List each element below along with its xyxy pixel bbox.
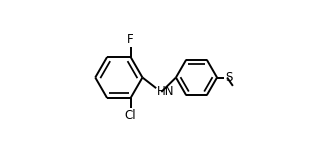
Text: Cl: Cl — [125, 109, 137, 122]
Text: F: F — [127, 33, 134, 46]
Text: HN: HN — [156, 85, 174, 98]
Text: S: S — [225, 71, 232, 84]
